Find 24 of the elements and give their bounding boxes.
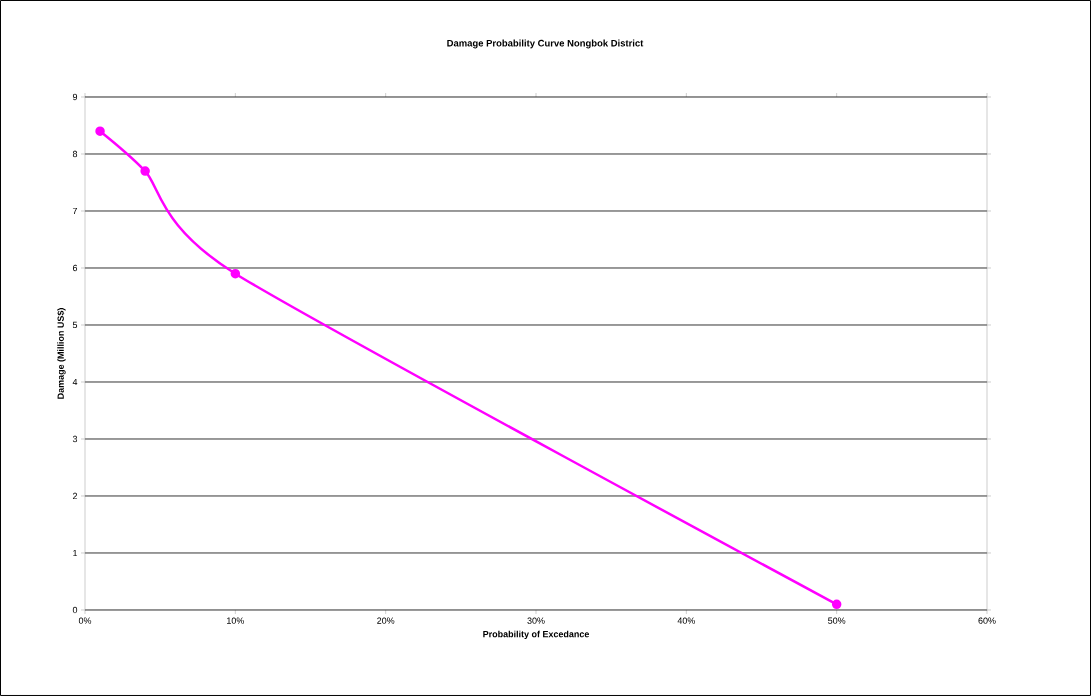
y-tick-label: 9 xyxy=(72,93,78,101)
y-axis-title: Damage (Million US$) xyxy=(57,308,66,399)
chart-title: Damage Probability Curve Nongbok District xyxy=(447,39,644,49)
y-tick-label: 6 xyxy=(72,264,78,272)
x-tick-label: 0% xyxy=(78,617,92,624)
x-tick-label: 40% xyxy=(677,617,695,624)
y-tick-label: 4 xyxy=(72,378,78,386)
x-tick-label: 20% xyxy=(377,617,395,624)
point xyxy=(140,166,150,176)
y-tick-label: 7 xyxy=(72,207,78,215)
x-tick-label: 60% xyxy=(978,617,996,624)
x-tick-label: 10% xyxy=(227,617,244,624)
y-tick-label: 8 xyxy=(72,150,78,158)
x-tick-label: 30% xyxy=(527,617,545,624)
y-tick-label: 5 xyxy=(72,321,78,329)
x-tick-label: 50% xyxy=(828,617,846,624)
y-tick-label: 1 xyxy=(73,549,78,557)
y-tick-label: 2 xyxy=(72,492,78,500)
y-tick-label: 0 xyxy=(72,606,78,614)
y-tick-label: 3 xyxy=(72,435,78,443)
x-axis-title: Probability of Excedance xyxy=(483,630,590,640)
point xyxy=(230,268,241,279)
point xyxy=(831,599,842,610)
point xyxy=(95,126,105,136)
